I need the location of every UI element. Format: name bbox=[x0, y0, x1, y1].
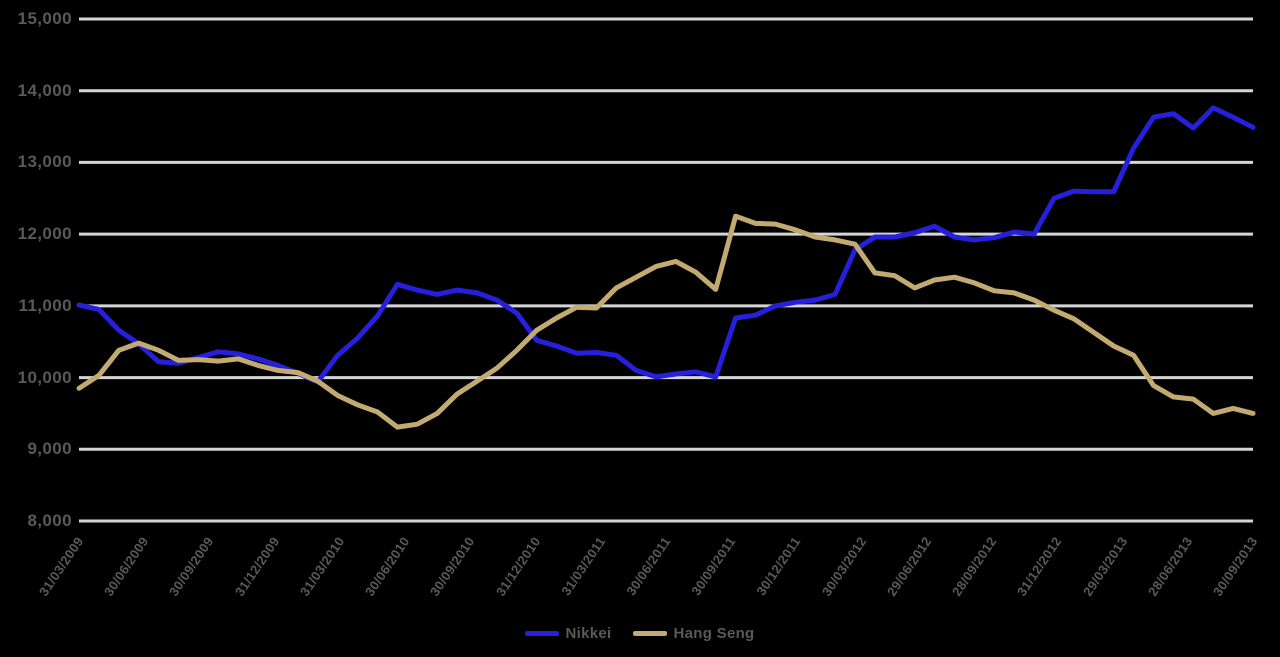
nikkei-legend-label: Nikkei bbox=[565, 624, 612, 642]
hang-seng-legend-label: Hang Seng bbox=[673, 624, 755, 642]
y-axis-label: 13,000 bbox=[17, 152, 72, 172]
legend: Nikkei Hang Seng bbox=[0, 620, 1280, 646]
y-axis-label: 11,000 bbox=[18, 295, 72, 315]
y-axis-label: 15,000 bbox=[17, 9, 72, 28]
series-line-hang-seng bbox=[76, 213, 1256, 430]
legend-item-nikkei[interactable]: Nikkei bbox=[525, 625, 611, 642]
nikkei-color-swatch bbox=[525, 630, 560, 636]
y-axis-label: 8,000 bbox=[27, 511, 72, 530]
series-line-nikkei bbox=[76, 105, 1256, 385]
y-axis-label: 14,000 bbox=[17, 80, 72, 100]
hang-seng-color-swatch bbox=[633, 630, 668, 636]
y-axis-label: 10,000 bbox=[17, 367, 72, 387]
y-axis-label: 12,000 bbox=[17, 224, 72, 244]
y-axis-label: 9,000 bbox=[27, 439, 72, 459]
legend-item-hang-seng[interactable]: Hang Seng bbox=[633, 625, 754, 642]
